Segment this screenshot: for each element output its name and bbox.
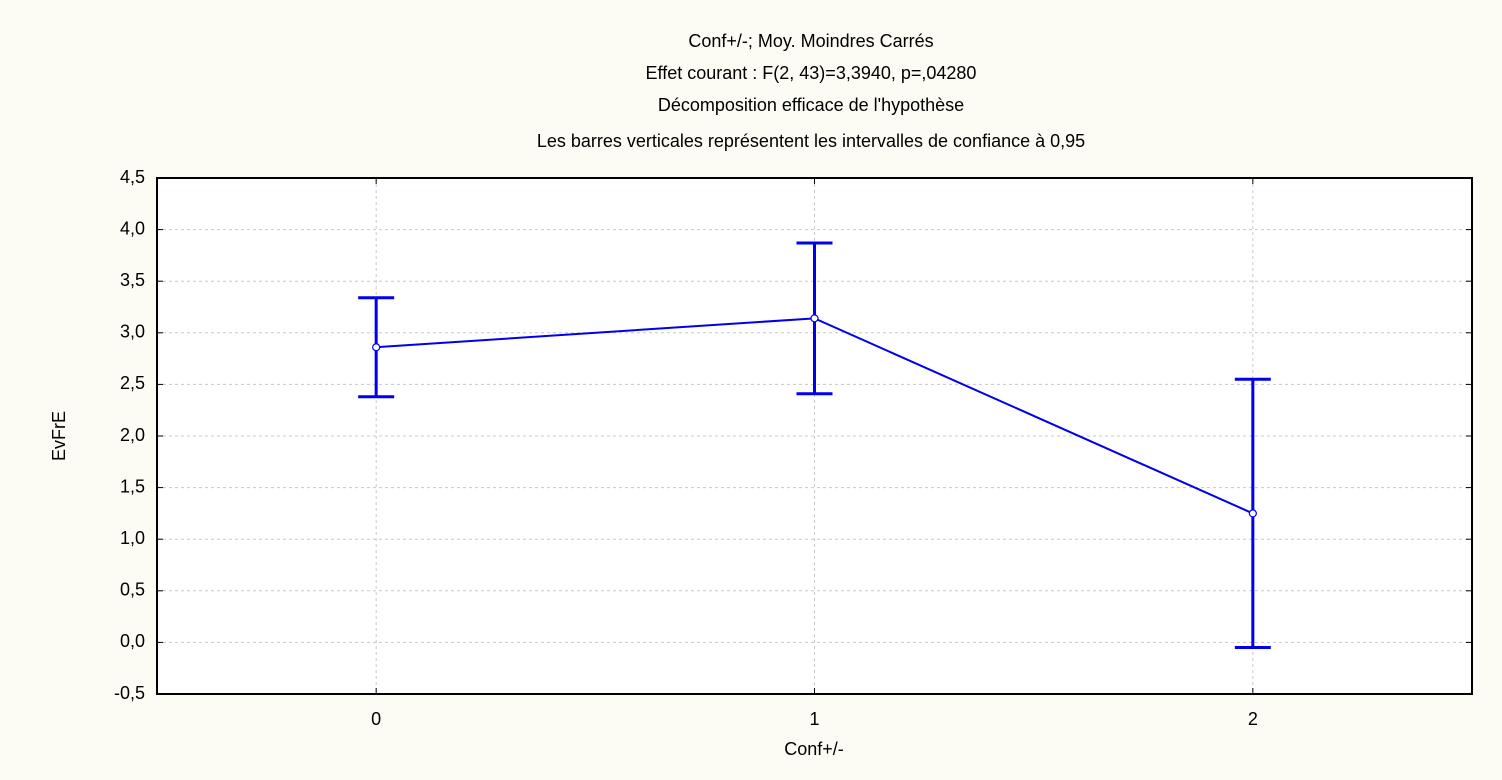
chart-subtitle: Effet courant : F(2, 43)=3,3940, p=,0428… xyxy=(646,63,977,83)
y-tick-label: 1,5 xyxy=(120,476,145,496)
y-tick-label: 1,0 xyxy=(120,528,145,548)
chart-title: Conf+/-; Moy. Moindres Carrés xyxy=(688,31,933,51)
data-point xyxy=(372,343,381,352)
data-point xyxy=(1248,509,1257,518)
plot-frame xyxy=(156,177,1473,695)
data-point xyxy=(810,314,819,323)
chart-subtitle: Décomposition efficace de l'hypothèse xyxy=(658,95,964,115)
x-tick-label: 0 xyxy=(371,709,381,729)
y-tick-label: 0,5 xyxy=(120,580,145,600)
y-axis-label: EvFrE xyxy=(49,411,69,461)
y-tick-label: 2,0 xyxy=(120,425,145,445)
y-tick-label: 2,5 xyxy=(120,373,145,393)
y-tick-label: 4,0 xyxy=(120,218,145,238)
y-tick-label: 3,5 xyxy=(120,270,145,290)
y-tick-label: 0,0 xyxy=(120,631,145,651)
x-tick-label: 2 xyxy=(1248,709,1258,729)
x-tick-label: 1 xyxy=(809,709,819,729)
y-tick-label: -0,5 xyxy=(114,683,145,703)
y-tick-label: 3,0 xyxy=(120,322,145,342)
y-tick-label: 4,5 xyxy=(120,167,145,187)
x-axis-label: Conf+/- xyxy=(784,739,844,759)
chart-subtitle: Les barres verticales représentent les i… xyxy=(537,131,1085,151)
